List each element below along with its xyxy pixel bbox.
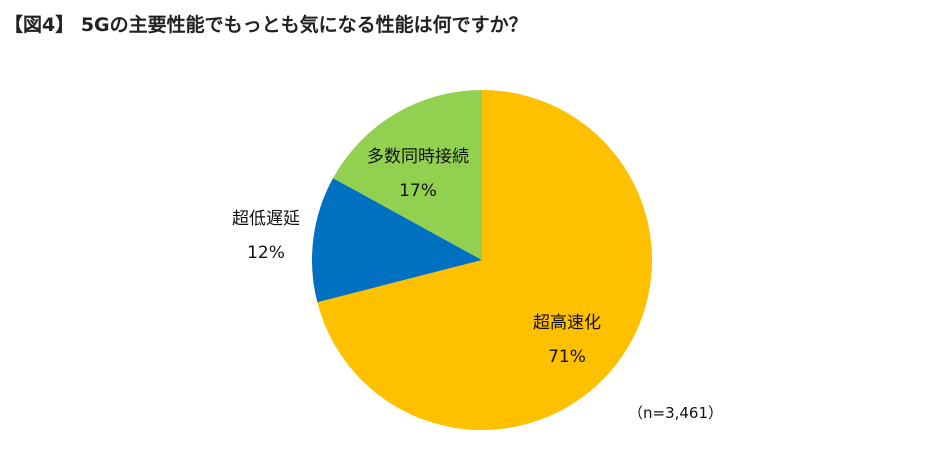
chart-title: 【図4】 5Gの主要性能でもっとも気になる性能は何ですか？: [4, 14, 528, 36]
slice-label-massive-connection: 多数同時接続 17%: [367, 142, 469, 201]
slice-name: 超高速化: [533, 313, 601, 333]
slice-value: 17%: [399, 181, 437, 201]
slice-name: 超低遅延: [232, 209, 300, 229]
slice-value: 12%: [247, 243, 285, 263]
pie-slice-1: [312, 178, 482, 303]
slice-value: 71%: [548, 347, 586, 367]
pie-slice-0: [317, 90, 653, 430]
slice-name: 多数同時接続: [367, 147, 469, 167]
slice-label-high-speed: 超高速化 71%: [533, 308, 601, 367]
pie-slice-2: [333, 90, 482, 260]
sample-size-note: （n=3,461）: [628, 404, 724, 422]
slice-label-low-latency: 超低遅延 12%: [232, 204, 300, 263]
